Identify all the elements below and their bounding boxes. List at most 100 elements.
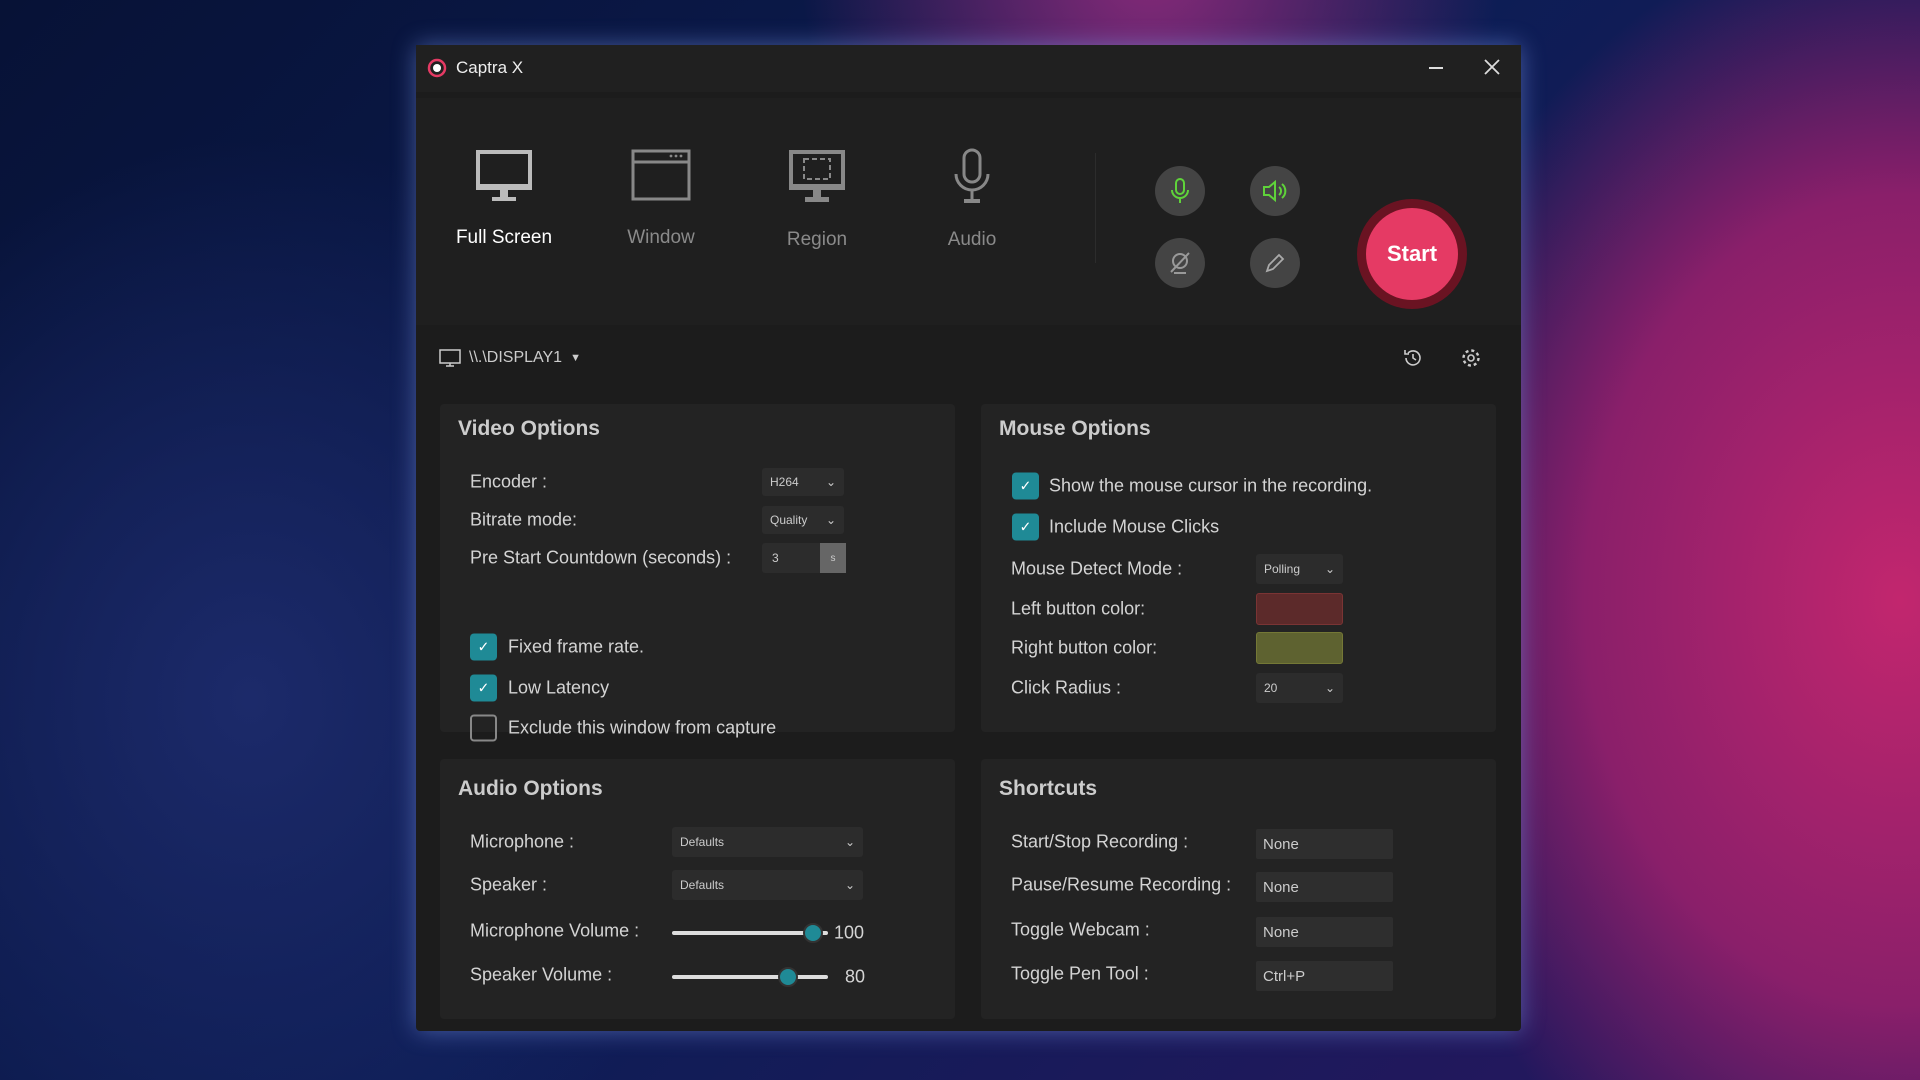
microphone-label: Microphone : [470,831,575,852]
panel-title: Video Options [458,417,600,440]
encoder-dropdown[interactable]: H264 ⌄ [762,468,844,496]
countdown-value: 3 [772,551,779,565]
right-color-swatch[interactable] [1256,632,1343,664]
microphone-dropdown[interactable]: Defaults ⌄ [672,827,863,857]
chevron-down-icon: ⌄ [825,475,836,489]
exclude-window-checkbox[interactable] [470,714,497,742]
click-radius-dropdown[interactable]: 20 ⌄ [1256,673,1343,703]
audio-options-panel: Audio Options Microphone : Defaults ⌄ Spe… [440,759,955,1019]
speaker-label: Speaker : [470,874,548,895]
chevron-down-icon: ⌄ [1324,681,1335,695]
mic-volume-slider[interactable] [672,931,828,935]
mic-volume-label: Microphone Volume : [470,920,640,941]
include-clicks-label: Include Mouse Clicks [1049,516,1220,537]
title-bar: Captra X [416,45,1521,92]
gear-icon[interactable] [1460,347,1482,369]
mode-label: Window [627,227,695,248]
speaker-volume-label: Speaker Volume : [470,964,613,985]
detect-mode-label: Mouse Detect Mode : [1011,558,1183,579]
webcam-toggle-button[interactable] [1155,238,1205,288]
webcam-off-icon [1170,252,1190,274]
encoder-value: H264 [770,475,799,489]
caret-down-icon: ▼ [570,352,581,364]
start-label: Start [1366,208,1458,300]
shortcut-start-stop-input[interactable]: None [1256,829,1393,859]
speaker-toggle-button[interactable] [1250,166,1300,216]
chevron-down-icon: ⌄ [844,835,855,849]
left-color-swatch[interactable] [1256,593,1343,625]
chevron-down-icon: ⌄ [825,513,836,527]
close-icon[interactable] [1484,59,1500,75]
fixed-frame-label: Fixed frame rate. [508,636,645,657]
check-icon: ✓ [477,679,490,696]
detect-mode-dropdown[interactable]: Polling ⌄ [1256,554,1343,584]
chevron-down-icon: ⌄ [844,878,855,892]
microphone-toggle-button[interactable] [1155,166,1205,216]
mode-label: Audio [947,229,997,250]
pen-tool-button[interactable] [1250,238,1300,288]
low-latency-label: Low Latency [508,677,610,698]
right-color-label: Right button color: [1011,637,1158,658]
video-options-panel: Video Options Encoder : H264 ⌄ Bitrate mo… [440,404,955,742]
show-cursor-checkbox[interactable]: ✓ [1012,472,1039,500]
chevron-down-icon: ⌄ [1324,562,1335,576]
mode-audio[interactable]: Audio [897,148,1047,251]
shortcut-pause-resume-input[interactable]: None [1256,872,1393,902]
mode-label: Full Screen [455,227,553,248]
countdown-label: Pre Start Countdown (seconds) : [470,547,732,568]
fixed-frame-checkbox[interactable]: ✓ [470,633,497,661]
shortcut-webcam-input[interactable]: None [1256,917,1393,947]
mic-volume-thumb[interactable] [803,923,823,943]
microphone-icon [1171,178,1189,203]
bitrate-dropdown[interactable]: Quality ⌄ [762,506,844,534]
low-latency-checkbox[interactable]: ✓ [470,674,497,702]
shortcut-label: Toggle Webcam : [1011,919,1150,940]
shortcut-label: Pause/Resume Recording : [1011,874,1232,895]
history-icon[interactable] [1402,347,1424,369]
speaker-dropdown[interactable]: Defaults ⌄ [672,870,863,900]
app-title: Captra X [456,58,524,77]
record-logo-icon [427,58,447,78]
speaker-volume-slider[interactable] [672,975,828,979]
pencil-icon [1265,253,1285,273]
monitor-icon [476,150,532,201]
left-color-label: Left button color: [1011,598,1146,619]
panel-title: Mouse Options [999,417,1151,440]
mouse-options-panel: Mouse Options ✓ Show the mouse cursor in… [981,404,1496,732]
speaker-icon [1263,179,1287,203]
bitrate-value: Quality [770,513,808,527]
capture-toolbar: Full Screen Window Region Audio Start [416,98,1521,325]
bitrate-label: Bitrate mode: [470,509,578,530]
display-value: \\.\DISPLAY1 [469,349,563,366]
microphone-value: Defaults [680,835,725,849]
speaker-value: Defaults [680,878,725,892]
speaker-volume-thumb[interactable] [778,967,798,987]
speaker-volume-value: 80 [845,966,866,987]
start-button[interactable]: Start [1357,199,1467,309]
mic-volume-value: 100 [834,922,865,943]
shortcut-pen-tool-input[interactable]: Ctrl+P [1256,961,1393,991]
encoder-label: Encoder : [470,471,548,492]
detect-mode-value: Polling [1264,562,1301,576]
countdown-unit: s [820,543,846,573]
window-icon [631,149,691,201]
include-clicks-checkbox[interactable]: ✓ [1012,513,1039,541]
divider [1095,153,1096,263]
mode-window[interactable]: Window [586,148,736,249]
shortcut-label: Start/Stop Recording : [1011,831,1189,852]
click-radius-value: 20 [1264,681,1278,695]
minimize-icon[interactable] [1429,67,1443,69]
shortcut-label: Toggle Pen Tool : [1011,963,1149,984]
check-icon: ✓ [1019,477,1032,494]
mode-full-screen[interactable]: Full Screen [429,148,579,249]
mode-label: Region [786,229,848,250]
shortcuts-panel: Shortcuts Start/Stop Recording : None Pa… [981,759,1496,1019]
panel-title: Audio Options [458,777,603,800]
show-cursor-label: Show the mouse cursor in the recording. [1049,475,1373,496]
mode-region[interactable]: Region [742,148,892,251]
display-selector[interactable]: \\.\DISPLAY1 ▼ [439,349,581,367]
microphone-icon [954,148,990,203]
check-icon: ✓ [1019,518,1032,535]
region-icon [789,150,845,202]
